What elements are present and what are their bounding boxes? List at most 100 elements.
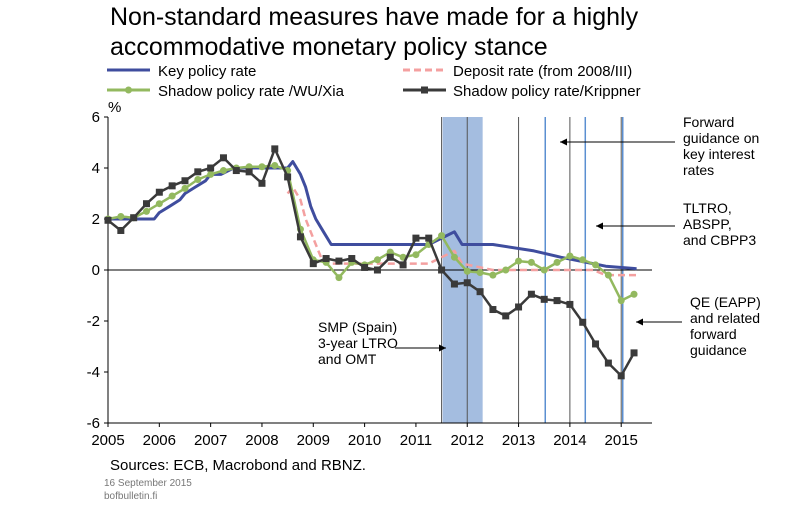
- data-point-krippner: [515, 303, 523, 311]
- data-point-wuxia: [604, 271, 612, 279]
- data-point-krippner: [168, 182, 176, 190]
- data-point-wuxia: [566, 252, 574, 260]
- data-point-krippner: [450, 280, 458, 288]
- annotation-forward-guidance-text: rates: [683, 162, 714, 178]
- x-tick-label: 2010: [348, 432, 381, 449]
- data-point-wuxia: [335, 274, 343, 282]
- x-tick-label: 2013: [502, 432, 535, 449]
- data-point-krippner: [373, 266, 381, 274]
- data-point-krippner: [502, 312, 510, 320]
- annotation-forward-guidance-text: key interest: [683, 146, 755, 162]
- data-point-krippner: [104, 216, 112, 224]
- data-point-wuxia: [527, 258, 535, 266]
- sources-note: Sources: ECB, Macrobond and RBNZ.: [110, 457, 366, 474]
- data-point-wuxia: [476, 269, 484, 277]
- data-point-krippner: [463, 279, 471, 287]
- data-point-krippner: [566, 300, 574, 308]
- data-point-krippner: [271, 145, 279, 153]
- data-point-krippner: [181, 177, 189, 185]
- data-point-krippner: [194, 168, 202, 176]
- data-point-wuxia: [553, 258, 561, 266]
- data-point-wuxia: [155, 200, 163, 208]
- data-point-krippner: [489, 306, 497, 314]
- data-point-krippner: [476, 288, 484, 296]
- data-point-wuxia: [181, 184, 189, 192]
- x-tick-label: 2005: [91, 432, 124, 449]
- annotation-qe-text: forward: [690, 326, 737, 342]
- data-point-krippner: [207, 164, 215, 172]
- data-point-krippner: [412, 234, 420, 242]
- data-point-wuxia: [207, 170, 215, 178]
- series-line-key: [108, 160, 637, 271]
- y-tick-label: 6: [92, 109, 100, 126]
- chart-title: Non-standard measures have made for a hi…: [110, 3, 639, 61]
- annotation-forward-guidance-text: guidance on: [683, 130, 759, 146]
- data-point-krippner: [322, 255, 330, 263]
- data-point-krippner: [284, 173, 292, 181]
- annotation-forward-guidance-arrowhead: [560, 138, 567, 146]
- date-note: 16 September 2015: [104, 478, 192, 489]
- data-point-krippner: [155, 188, 163, 196]
- data-point-krippner: [309, 260, 317, 268]
- legend-marker-krippner: [421, 86, 428, 94]
- data-point-krippner: [425, 234, 433, 242]
- data-point-wuxia: [412, 251, 420, 259]
- legend-entry-deposit: Deposit rate (from 2008/III): [453, 63, 632, 80]
- annotation-smp-text: and OMT: [318, 351, 377, 367]
- data-point-krippner: [386, 253, 394, 261]
- data-point-krippner: [527, 290, 535, 298]
- x-tick-label: 2007: [194, 432, 227, 449]
- data-point-krippner: [553, 297, 561, 305]
- legend: Key policy rate Deposit rate (from 2008/I…: [107, 63, 641, 100]
- y-tick-label: -6: [87, 415, 100, 432]
- site-note: bofbulletin.fi: [104, 491, 158, 502]
- data-point-wuxia: [463, 267, 471, 275]
- annotation-tltro-text: ABSPP,: [683, 216, 732, 232]
- x-tick-label: 2008: [245, 432, 278, 449]
- data-point-wuxia: [630, 290, 638, 298]
- data-point-krippner: [604, 359, 612, 367]
- data-point-wuxia: [540, 266, 548, 274]
- legend-marker-wuxia: [125, 86, 132, 94]
- data-point-wuxia: [168, 192, 176, 200]
- data-point-wuxia: [258, 163, 266, 171]
- data-point-krippner: [348, 255, 356, 263]
- y-tick-label: -4: [87, 364, 100, 381]
- annotation-qe-text: QE (EAPP): [690, 294, 761, 310]
- annotation-qe-arrowhead: [636, 318, 643, 326]
- y-tick-label: 2: [92, 211, 100, 228]
- series-layer: [104, 145, 638, 380]
- y-tick-label: 4: [92, 160, 100, 177]
- annotation-forward-guidance-text: Forward: [683, 114, 734, 130]
- data-point-krippner: [258, 179, 266, 187]
- data-point-krippner: [361, 263, 369, 271]
- data-point-krippner: [438, 266, 446, 274]
- data-point-krippner: [142, 200, 150, 208]
- data-point-wuxia: [142, 207, 150, 215]
- data-point-krippner: [245, 168, 253, 176]
- data-point-krippner: [399, 261, 407, 269]
- data-point-wuxia: [219, 167, 227, 175]
- data-point-wuxia: [194, 175, 202, 183]
- x-tick-label: 2012: [451, 432, 484, 449]
- data-point-wuxia: [502, 266, 510, 274]
- data-point-wuxia: [117, 212, 125, 220]
- data-point-wuxia: [617, 297, 625, 305]
- y-tick-label: 0: [92, 262, 100, 279]
- x-tick-label: 2009: [297, 432, 330, 449]
- legend-entry-key: Key policy rate: [158, 63, 256, 80]
- x-tick-label: 2015: [605, 432, 638, 449]
- data-point-krippner: [540, 295, 548, 303]
- annotation-tltro-arrowhead: [596, 222, 603, 230]
- data-point-krippner: [232, 167, 240, 175]
- data-point-krippner: [630, 349, 638, 357]
- data-point-krippner: [592, 340, 600, 348]
- annotation-qe-text: guidance: [690, 342, 747, 358]
- x-tick-label: 2006: [143, 432, 176, 449]
- data-point-wuxia: [515, 257, 523, 265]
- y-axis-label: %: [108, 99, 121, 116]
- data-point-wuxia: [579, 256, 587, 264]
